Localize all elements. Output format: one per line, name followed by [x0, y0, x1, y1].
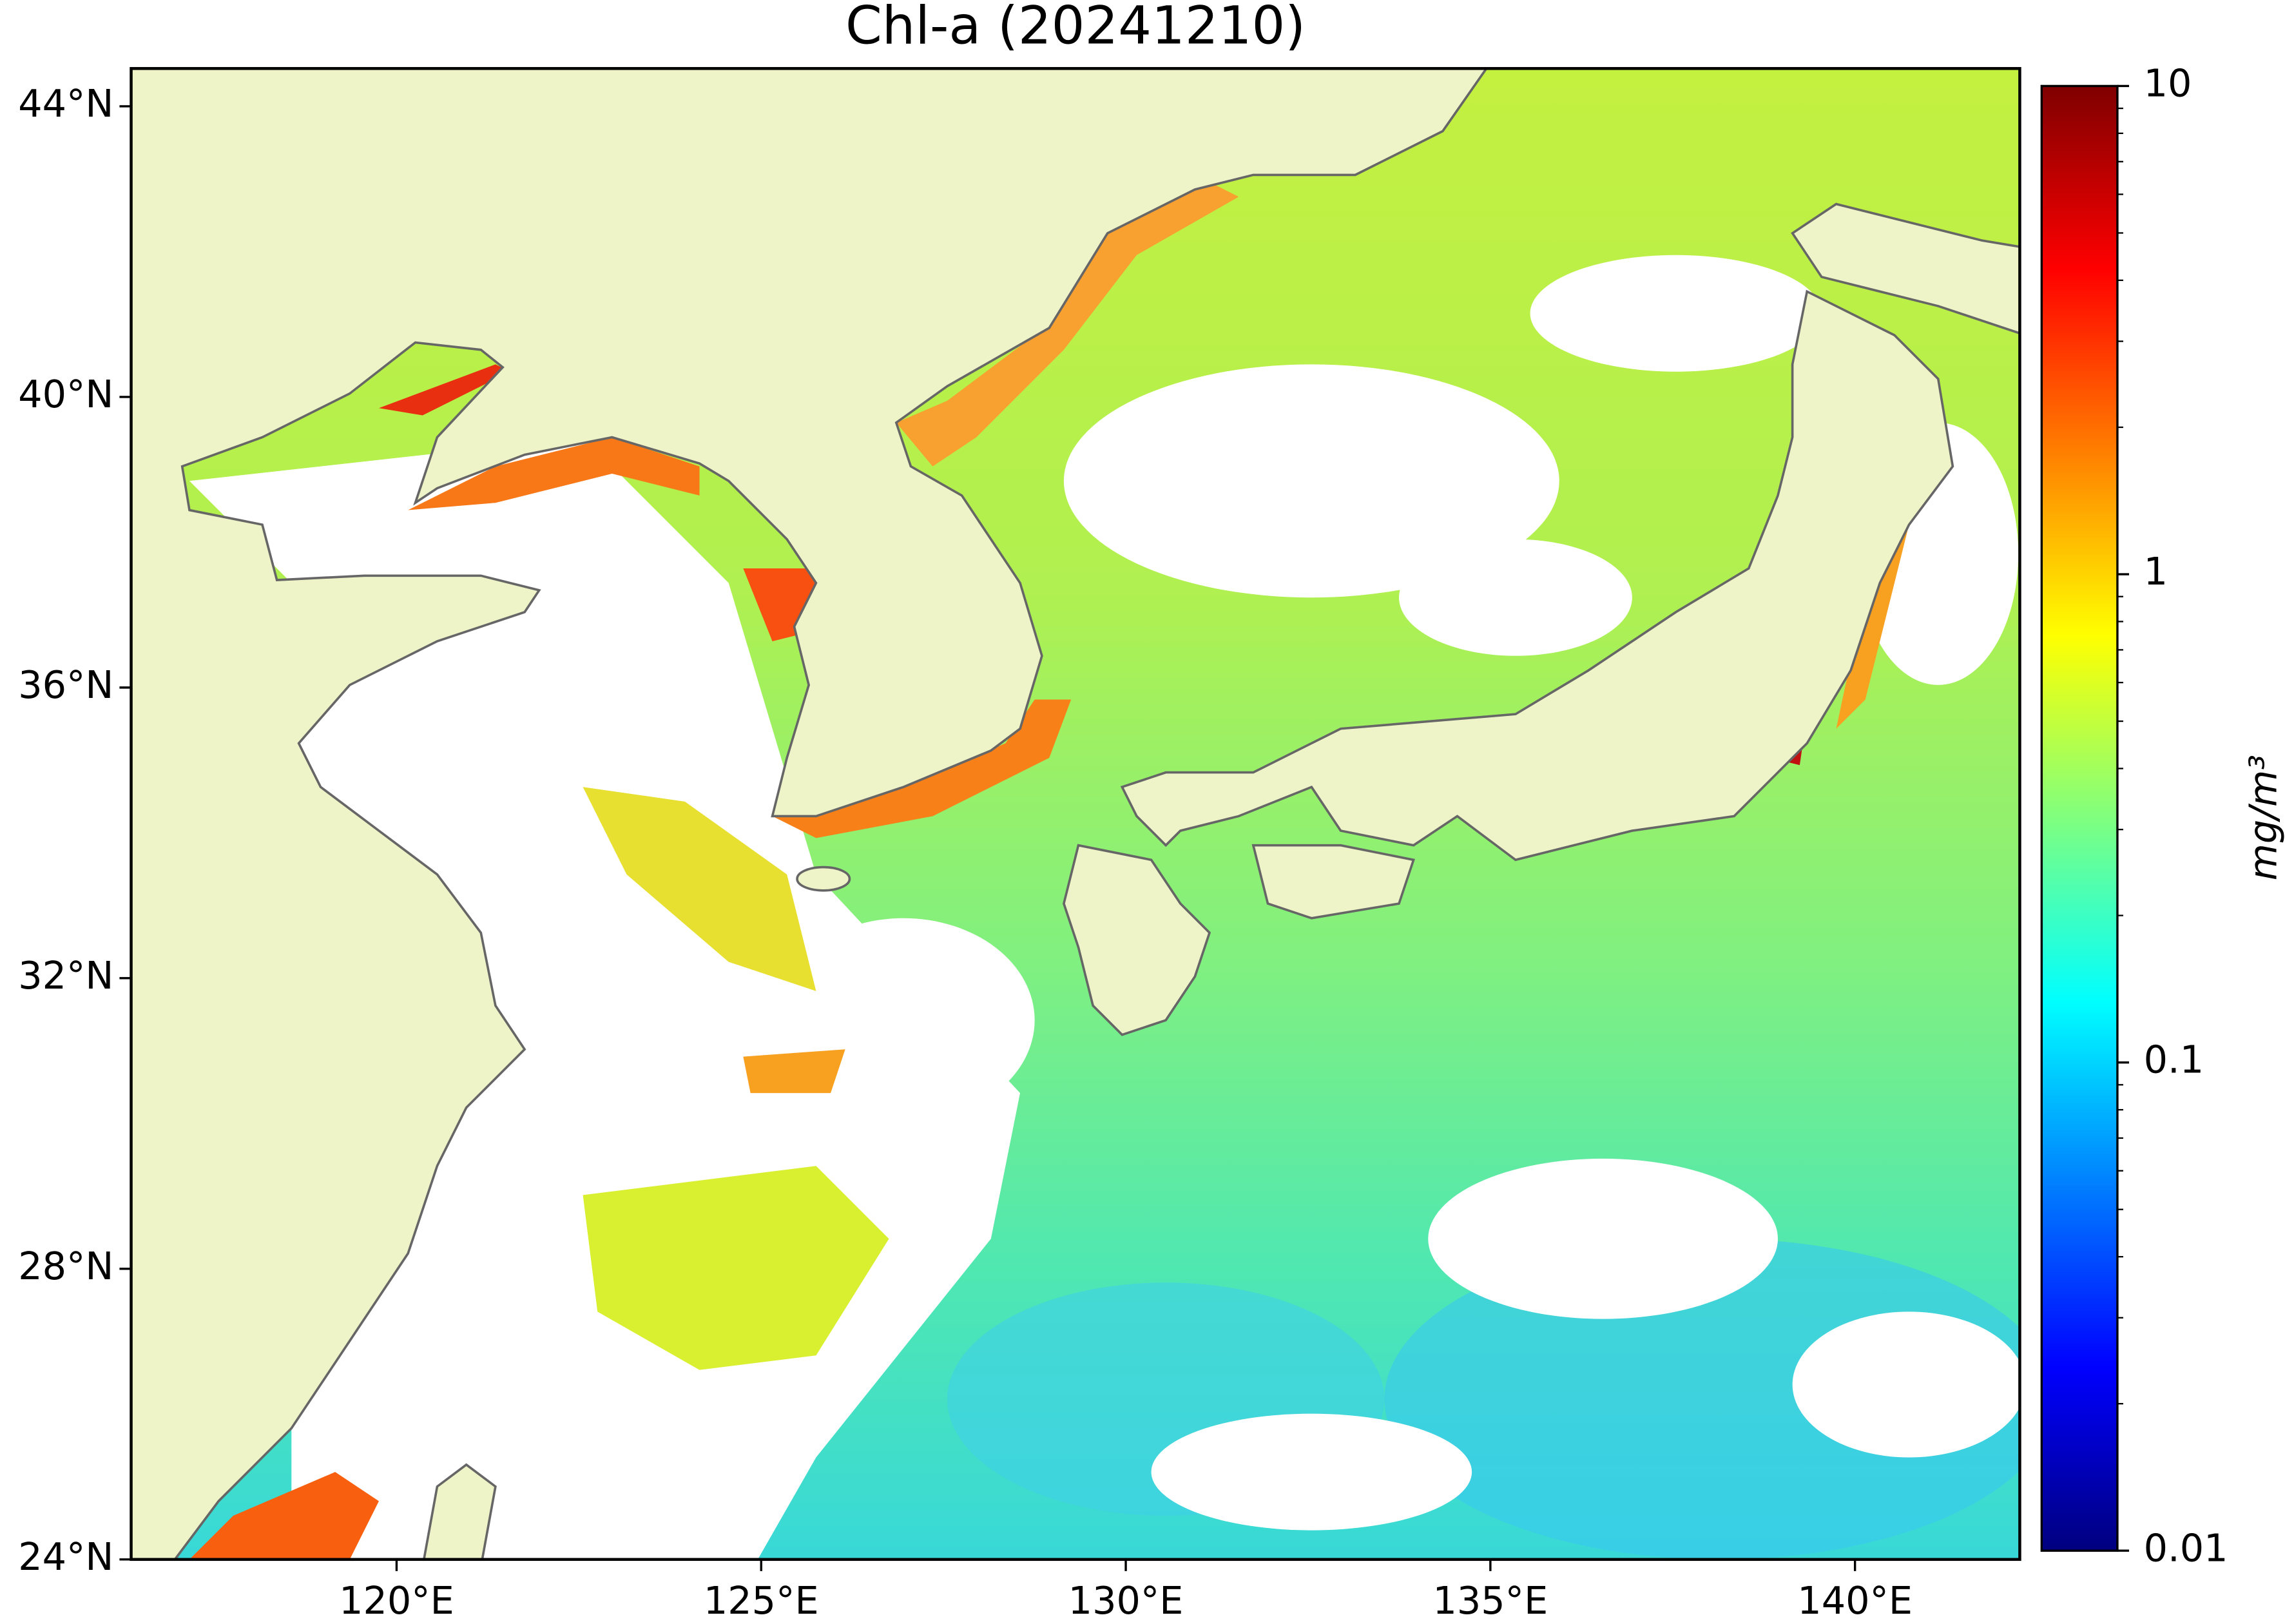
- x-tick-label: 140°E: [1797, 1578, 1913, 1623]
- x-tick-label: 125°E: [704, 1578, 819, 1623]
- cloud: [1530, 255, 1822, 372]
- colorbar: [2040, 84, 2119, 1552]
- land-taiwan: [423, 1463, 497, 1560]
- colorbar-tick-label: 10: [2144, 61, 2192, 106]
- land-shikoku: [1251, 844, 1415, 920]
- land-hokkaido: [1791, 202, 2020, 335]
- y-tick-label: 40°N: [18, 372, 113, 416]
- colorbar-tick-label: 0.01: [2144, 1525, 2228, 1570]
- colorbar-tick-label: 1: [2144, 549, 2168, 594]
- y-tick-label: 44°N: [18, 81, 113, 126]
- map-title: Chl-a (20241210): [845, 0, 1306, 57]
- land-kyushu: [1062, 844, 1211, 1036]
- x-tick-label: 135°E: [1432, 1578, 1548, 1623]
- clouds: [189, 255, 2020, 1560]
- y-tick-label: 24°N: [18, 1534, 113, 1579]
- y-tick-label: 28°N: [18, 1244, 113, 1288]
- cloud: [1063, 364, 1559, 598]
- cloud: [1428, 1158, 1779, 1319]
- y-tick-label: 36°N: [18, 662, 113, 707]
- land-jeju: [796, 865, 851, 892]
- colorbar-label: mg/m³: [2241, 755, 2285, 880]
- map-image: [131, 68, 2020, 1560]
- cloud: [1792, 1311, 2020, 1458]
- land-continent: [131, 68, 1488, 1560]
- x-tick-label: 120°E: [339, 1578, 454, 1623]
- map-frame: [130, 67, 2021, 1561]
- cloud: [1399, 539, 1632, 656]
- colorbar-tick-label: 0.1: [2144, 1038, 2204, 1082]
- y-tick-label: 32°N: [18, 953, 113, 998]
- land-honshu: [1120, 289, 1954, 862]
- cloud: [1151, 1413, 1472, 1531]
- x-tick-label: 130°E: [1068, 1578, 1184, 1623]
